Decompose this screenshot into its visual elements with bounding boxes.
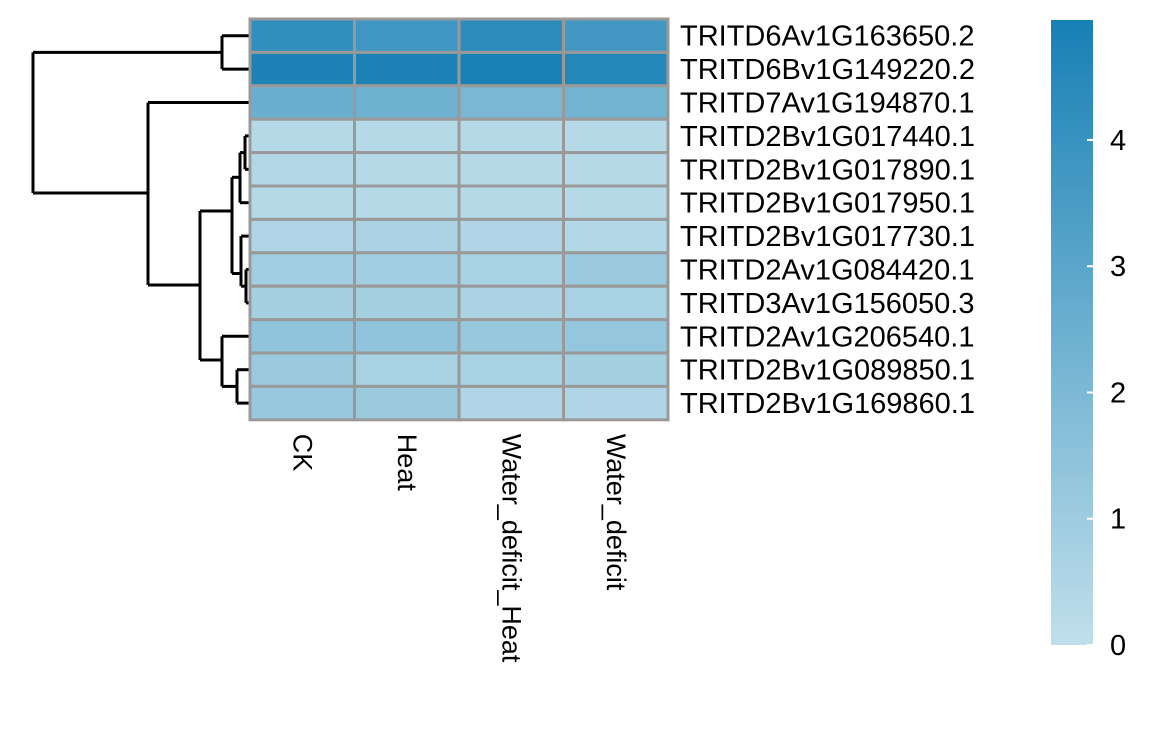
heatmap-cell — [248, 284, 356, 322]
colorbar-tick-label: 2 — [1110, 377, 1126, 409]
heatmap-cell — [562, 151, 670, 188]
heatmap-cell — [248, 251, 356, 288]
heatmap-cell — [248, 84, 356, 121]
heatmap-cell — [353, 84, 461, 121]
heatmap-cell — [248, 384, 356, 422]
heatmap-cells — [248, 17, 670, 422]
column-labels: CK Heat Water_deficit_Heat Water_deficit — [287, 434, 631, 663]
heatmap-cell — [248, 117, 356, 155]
heatmap-cell — [562, 284, 670, 322]
row-label: TRITD6Bv1G149220.2 — [680, 54, 975, 86]
heatmap-cell — [353, 17, 461, 54]
heatmap-cell — [457, 117, 565, 155]
heatmap-cell — [248, 184, 356, 221]
row-label: TRITD2Av1G084420.1 — [680, 255, 974, 287]
heatmap-cell — [457, 251, 565, 288]
row-label: TRITD3Av1G156050.3 — [680, 288, 974, 320]
heatmap-cell — [562, 84, 670, 121]
heatmap-cell — [562, 318, 670, 355]
heatmap-cell — [457, 151, 565, 188]
heatmap-cell — [353, 284, 461, 322]
heatmap-cell — [353, 384, 461, 422]
row-label: TRITD2Bv1G017890.1 — [680, 154, 975, 186]
colorbar — [1051, 20, 1093, 645]
colorbar-ticks: 0 1 2 3 4 — [1087, 125, 1126, 662]
column-label: Heat — [392, 434, 422, 492]
colorbar-tick-label: 4 — [1110, 125, 1126, 157]
heatmap-cell — [353, 217, 461, 255]
heatmap-cell — [353, 251, 461, 288]
colorbar-tick-label: 1 — [1110, 504, 1126, 536]
heatmap-cell — [457, 184, 565, 221]
heatmap-cell — [248, 217, 356, 255]
column-label: Water_deficit — [601, 434, 631, 591]
heatmap-cell — [457, 384, 565, 422]
heatmap-cell — [562, 117, 670, 155]
column-label: Water_deficit_Heat — [496, 434, 526, 663]
row-label: TRITD2Bv1G017440.1 — [680, 121, 975, 153]
heatmap-cell — [353, 184, 461, 221]
row-label: TRITD2Av1G206540.1 — [680, 321, 974, 353]
heatmap-cell — [248, 318, 356, 355]
heatmap-cell — [457, 17, 565, 54]
heatmap-cell — [562, 17, 670, 54]
heatmap-cell — [457, 84, 565, 121]
heatmap-cell — [353, 50, 461, 88]
heatmap-cell — [457, 217, 565, 255]
heatmap-cell — [248, 17, 356, 54]
heatmap-cell — [248, 351, 356, 388]
row-labels: TRITD6Av1G163650.2TRITD6Bv1G149220.2TRIT… — [680, 21, 975, 420]
color-legend: 0 1 2 3 4 — [1051, 20, 1126, 662]
row-label: TRITD6Av1G163650.2 — [680, 21, 974, 53]
row-label: TRITD2Bv1G169860.1 — [680, 388, 975, 420]
colorbar-tick-label: 0 — [1110, 630, 1126, 662]
heatmap-cell — [562, 184, 670, 221]
heatmap-cell — [353, 318, 461, 355]
heatmap-cell — [457, 284, 565, 322]
heatmap-cell — [562, 217, 670, 255]
heatmap-cell — [353, 151, 461, 188]
heatmap-cell — [353, 351, 461, 388]
row-label: TRITD7Av1G194870.1 — [680, 88, 974, 120]
heatmap-cell — [562, 351, 670, 388]
row-dendrogram — [31, 34, 250, 405]
heatmap-cell — [353, 117, 461, 155]
heatmap-cell — [248, 50, 356, 88]
row-label: TRITD2Bv1G017950.1 — [680, 188, 975, 220]
heatmap-cell — [457, 318, 565, 355]
column-label: CK — [287, 434, 317, 472]
colorbar-tick-label: 3 — [1110, 251, 1126, 283]
heatmap-cell — [562, 251, 670, 288]
heatmap-cell — [457, 351, 565, 388]
heatmap-cell — [457, 50, 565, 88]
row-label: TRITD2Bv1G089850.1 — [680, 355, 975, 387]
row-label: TRITD2Bv1G017730.1 — [680, 221, 975, 253]
heatmap-cell — [562, 384, 670, 422]
heatmap-cell — [248, 151, 356, 188]
heatmap-cell — [562, 50, 670, 88]
